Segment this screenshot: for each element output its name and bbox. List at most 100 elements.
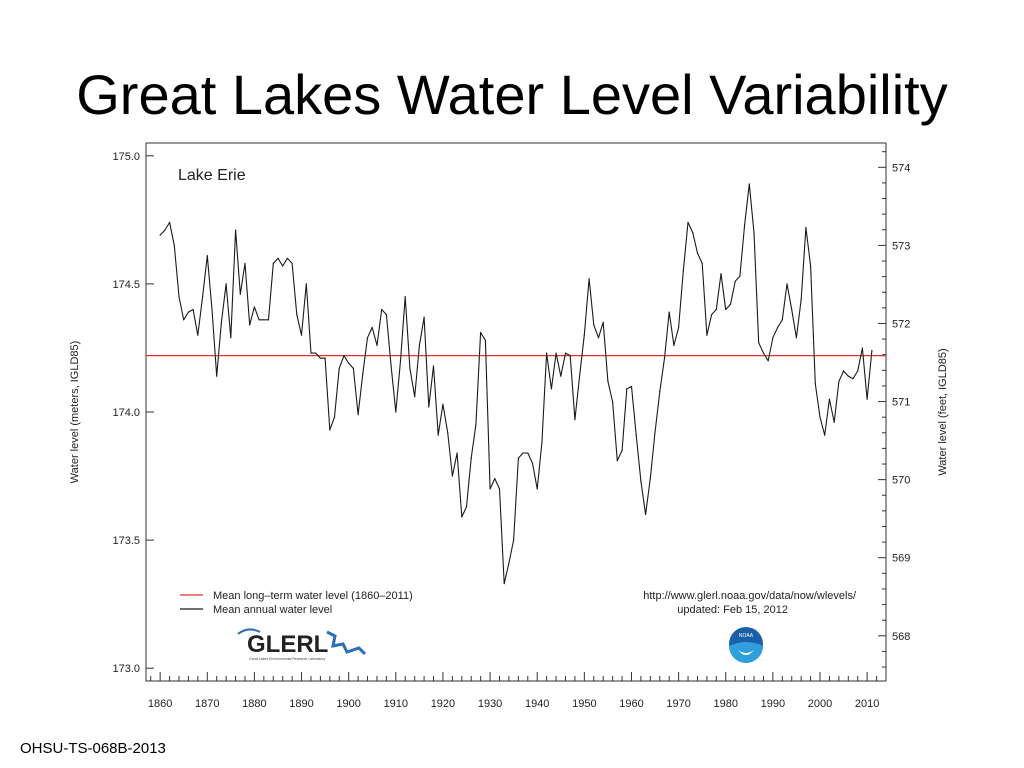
data-point: [800, 298, 802, 300]
series-line: [159, 183, 873, 585]
glerl-logo-text: GLERL: [247, 631, 328, 658]
data-point: [282, 265, 284, 267]
data-point: [744, 224, 746, 226]
data-point: [315, 352, 317, 354]
data-point: [701, 262, 703, 264]
data-point: [866, 398, 868, 400]
data-point: [423, 316, 425, 318]
data-point: [640, 480, 642, 482]
data-point: [239, 293, 241, 295]
data-point: [663, 357, 666, 359]
data-point: [371, 326, 373, 329]
data-point: [343, 355, 345, 357]
data-point: [329, 429, 331, 431]
data-point: [296, 314, 298, 316]
chart-title: Lake Erie: [178, 167, 246, 184]
x-axis: 1860 1870 1880 1890 1900 1910 1920 1930 1940 1950…: [148, 672, 879, 710]
data-point: [861, 347, 864, 349]
data-point: [169, 221, 171, 223]
data-point: [838, 380, 840, 382]
data-point: [324, 357, 326, 359]
data-point: [352, 367, 354, 369]
data-point: [291, 262, 293, 264]
data-point: [258, 319, 260, 321]
data-point: [602, 321, 604, 323]
x-tick-label: 1960: [619, 698, 643, 710]
data-point: [437, 434, 439, 436]
data-point: [843, 370, 845, 372]
data-point: [682, 270, 684, 272]
data-point: [706, 334, 708, 336]
y-axis-left-label: Water level (meters, IGLD85): [69, 341, 81, 484]
series-points: [159, 183, 873, 585]
data-point: [748, 183, 750, 185]
y-tick-label: 175.0: [112, 151, 140, 163]
y-tick-label: 173.5: [112, 535, 140, 547]
data-point: [428, 406, 430, 408]
x-tick-label: 1890: [289, 698, 313, 710]
data-point: [418, 344, 420, 346]
data-point: [381, 308, 383, 311]
data-point: [616, 460, 618, 462]
data-point: [564, 352, 567, 354]
x-tick-label: 1990: [761, 698, 785, 710]
data-point: [286, 257, 288, 259]
data-point: [626, 388, 628, 390]
data-point: [164, 229, 166, 231]
data-point: [263, 319, 265, 321]
data-point: [857, 370, 859, 372]
data-point: [357, 414, 359, 416]
data-point: [531, 462, 534, 464]
data-point: [385, 314, 387, 316]
data-point: [300, 334, 303, 336]
data-point: [414, 396, 416, 398]
data-point: [654, 431, 656, 434]
x-tick-label: 1910: [384, 698, 408, 710]
data-point: [348, 362, 350, 364]
data-point: [597, 337, 600, 339]
data-point: [480, 332, 482, 334]
data-point: [649, 478, 651, 480]
data-point: [494, 478, 496, 480]
x-tick-label: 1940: [525, 698, 549, 710]
y-right-tick-label: 569: [892, 553, 910, 565]
data-point: [253, 306, 255, 308]
y-axis-left: 175.0 174.5 174.0 173.5 173.0: [112, 151, 154, 675]
data-point: [456, 452, 458, 454]
data-point: [225, 283, 227, 285]
y-right-tick-label: 571: [892, 397, 910, 409]
data-point: [220, 321, 222, 323]
y-right-tick-label: 574: [892, 162, 910, 174]
x-tick-label: 1950: [572, 698, 596, 710]
y-axis-right: 574 573 572 571 570 569 568: [878, 151, 910, 668]
data-point: [593, 324, 595, 326]
data-point: [852, 378, 854, 380]
data-point: [810, 265, 812, 267]
x-tick-label: 1900: [336, 698, 360, 710]
data-point: [235, 229, 237, 231]
legend-label-mean: Mean long–term water level (1860–2011): [213, 590, 413, 602]
data-point: [715, 308, 717, 311]
data-point: [272, 262, 274, 264]
data-point: [230, 337, 232, 339]
data-point: [805, 226, 807, 229]
data-point: [635, 434, 637, 436]
data-point: [395, 411, 397, 413]
source-updated: updated: Feb 15, 2012: [677, 604, 788, 616]
data-point: [489, 488, 491, 490]
data-point: [362, 373, 364, 375]
y-tick-label: 174.5: [112, 279, 140, 291]
data-point: [202, 296, 204, 298]
y-tick-label: 174.0: [112, 407, 140, 419]
data-point: [569, 355, 571, 357]
x-tick-label: 1870: [195, 698, 219, 710]
data-point: [277, 257, 279, 259]
data-point: [819, 416, 821, 418]
data-point: [550, 388, 553, 390]
y-tick-label: 173.0: [112, 663, 140, 675]
data-point: [249, 324, 251, 326]
data-point: [824, 434, 826, 436]
y-right-tick-label: 570: [892, 475, 910, 487]
data-point: [338, 367, 340, 369]
